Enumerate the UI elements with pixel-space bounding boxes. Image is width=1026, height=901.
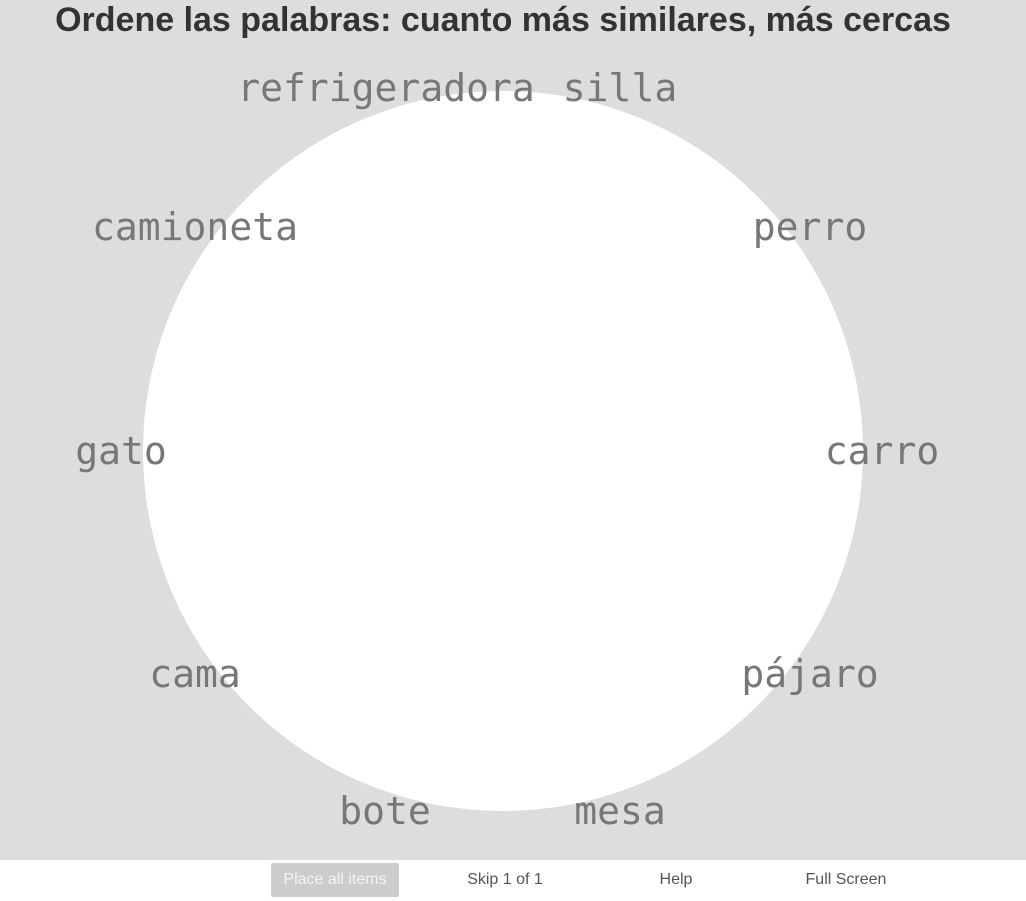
skip-button[interactable]: Skip 1 of 1: [467, 871, 543, 888]
word-item-pajaro[interactable]: pájaro: [741, 652, 879, 696]
instruction-title: Ordene las palabras: cuanto más similare…: [55, 1, 951, 39]
word-item-gato[interactable]: gato: [75, 429, 167, 473]
arena-circle[interactable]: [143, 91, 863, 811]
word-item-silla[interactable]: silla: [562, 66, 678, 110]
word-item-camioneta[interactable]: camioneta: [92, 205, 298, 249]
word-item-refrigeradora[interactable]: refrigeradora: [237, 66, 535, 110]
sorting-stage: Ordene las palabras: cuanto más similare…: [0, 0, 1026, 860]
full-screen-button[interactable]: Full Screen: [805, 871, 887, 888]
word-item-cama[interactable]: cama: [149, 652, 241, 696]
bottom-toolbar: Place all items Skip 1 of 1 Help Full Sc…: [0, 860, 1026, 901]
word-item-perro[interactable]: perro: [752, 205, 868, 249]
word-item-bote[interactable]: bote: [339, 789, 431, 833]
word-item-mesa[interactable]: mesa: [574, 789, 666, 833]
help-button[interactable]: Help: [659, 871, 693, 888]
word-item-carro[interactable]: carro: [824, 429, 940, 473]
place-all-items-button[interactable]: Place all items: [271, 863, 399, 897]
